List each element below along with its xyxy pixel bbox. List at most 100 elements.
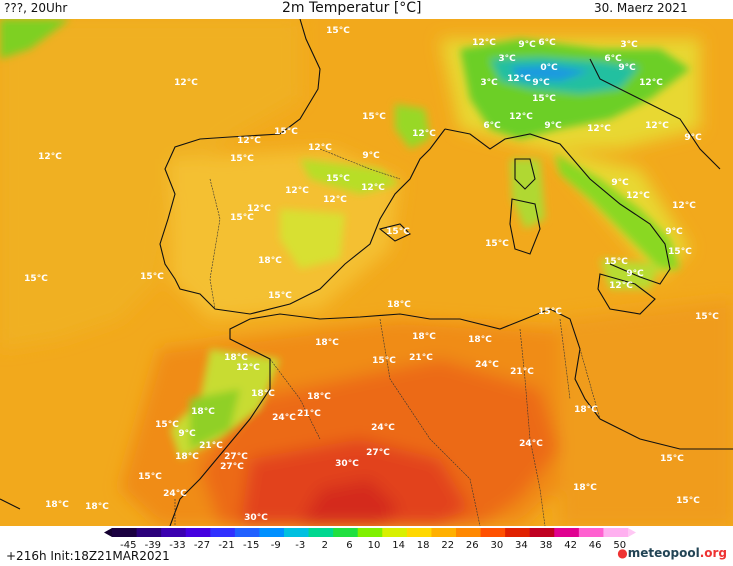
temperature-label: 9°C: [362, 151, 380, 161]
legend-tick-label: 14: [392, 540, 405, 550]
cold-highlands: [0, 19, 690, 459]
legend-swatch: [357, 528, 383, 537]
temperature-label: 18°C: [468, 335, 492, 345]
temperature-label: 12°C: [308, 143, 332, 153]
temperature-label: 9°C: [178, 429, 196, 439]
temperature-label: 18°C: [573, 483, 597, 493]
temperature-label: 12°C: [472, 38, 496, 48]
legend-swatch: [136, 528, 162, 537]
temperature-label: 12°C: [237, 136, 261, 146]
temperature-label: 18°C: [224, 353, 248, 363]
temperature-label: 15°C: [230, 213, 254, 223]
legend-swatch: [308, 528, 334, 537]
temperature-label: 9°C: [626, 269, 644, 279]
brand-name: meteopool: [627, 546, 700, 560]
temperature-label: 6°C: [538, 38, 556, 48]
temperature-label: 18°C: [574, 405, 598, 415]
temperature-label: 15°C: [326, 174, 350, 184]
temperature-label: 18°C: [45, 500, 69, 510]
temperature-map: 15°C12°C 9°C 6°C 3°C3°C0°C6°C9°C12°C 3°C 12°C…: [0, 19, 733, 526]
valid-date: 30. Maerz 2021: [594, 1, 688, 15]
temperature-label: 3°C: [498, 54, 516, 64]
temperature-label: 18°C: [85, 502, 109, 512]
legend-max-arrow: [628, 528, 636, 537]
legend-tick-label: 22: [441, 540, 454, 550]
temperature-label: 21°C: [510, 367, 534, 377]
temperature-label: 21°C: [409, 353, 433, 363]
temperature-label: 15°C: [155, 420, 179, 430]
temperature-label: 9°C: [684, 133, 702, 143]
legend-swatch: [578, 528, 604, 537]
temperature-label: 21°C: [199, 441, 223, 451]
legend-swatch: [284, 528, 310, 537]
temperature-label: 15°C: [230, 154, 254, 164]
temperature-label: 27°C: [366, 448, 390, 458]
temperature-label: 24°C: [519, 439, 543, 449]
temperature-label: 15°C: [268, 291, 292, 301]
legend-tick-label: 26: [466, 540, 479, 550]
temperature-label: 6°C: [483, 121, 501, 131]
temperature-label: 30°C: [244, 513, 268, 523]
temperature-label: 12°C: [236, 363, 260, 373]
temperature-label: 15°C: [386, 227, 410, 237]
brand-suffix: .org: [699, 546, 727, 560]
temperature-label: 15°C: [676, 496, 700, 506]
temperature-label: 3°C: [480, 78, 498, 88]
legend-tick-label: -15: [243, 540, 259, 550]
temperature-label: 9°C: [611, 178, 629, 188]
legend-tick-label: 46: [589, 540, 602, 550]
temperature-label: 24°C: [371, 423, 395, 433]
temperature-label: 30°C: [335, 459, 359, 469]
temperature-label: 24°C: [272, 413, 296, 423]
temperature-label: 12°C: [645, 121, 669, 131]
temperature-label: 18°C: [387, 300, 411, 310]
temperature-label: 15°C: [372, 356, 396, 366]
temperature-label: 9°C: [518, 40, 536, 50]
temperature-label: 18°C: [251, 389, 275, 399]
header-bar: ???, 20Uhr 2m Temperatur [°C] 30. Maerz …: [0, 0, 733, 20]
legend-tick-label: 38: [540, 540, 553, 550]
legend-tick-label: 30: [490, 540, 503, 550]
legend-tick-label: -45: [120, 540, 136, 550]
temperature-label: 12°C: [507, 74, 531, 84]
temperature-label: 18°C: [315, 338, 339, 348]
temperature-label: 15°C: [140, 272, 164, 282]
legend-tick-label: 6: [346, 540, 352, 550]
temperature-label: 15°C: [532, 94, 556, 104]
temperature-label: 18°C: [307, 392, 331, 402]
temperature-label: 15°C: [138, 472, 162, 482]
temperature-label: 12°C: [609, 281, 633, 291]
temperature-label: 12°C: [672, 201, 696, 211]
temperature-labels: 15°C12°C 9°C 6°C 3°C3°C0°C6°C9°C12°C 3°C 12°C…: [24, 26, 719, 523]
legend-swatch: [333, 528, 359, 537]
temperature-label: 12°C: [174, 78, 198, 88]
legend-tick-label: -9: [271, 540, 281, 550]
temperature-label: 27°C: [224, 452, 248, 462]
temperature-label: 15°C: [538, 307, 562, 317]
temperature-label: 9°C: [665, 227, 683, 237]
temperature-label: 9°C: [532, 78, 550, 88]
temperature-label: 12°C: [361, 183, 385, 193]
legend-tick-label: -27: [194, 540, 210, 550]
temperature-label: 12°C: [639, 78, 663, 88]
legend-min-arrow: [104, 528, 112, 537]
legend-tick-label: 2: [322, 540, 328, 550]
temperature-label: 12°C: [323, 195, 347, 205]
temperature-label: 12°C: [626, 191, 650, 201]
temperature-label: 15°C: [695, 312, 719, 322]
legend-swatch: [259, 528, 285, 537]
temperature-label: 12°C: [38, 152, 62, 162]
legend-swatch: [210, 528, 236, 537]
legend-swatch: [382, 528, 408, 537]
temperature-label: 15°C: [668, 247, 692, 257]
meteopool-logo[interactable]: ●meteopool.org: [617, 546, 727, 560]
temperature-label: 6°C: [604, 54, 622, 64]
run-label: ???, 20Uhr: [4, 1, 68, 15]
temperature-label: 18°C: [258, 256, 282, 266]
map-title: 2m Temperatur [°C]: [282, 0, 422, 16]
temperature-label: 18°C: [191, 407, 215, 417]
temperature-label: 12°C: [509, 112, 533, 122]
country-borders: [174, 148, 601, 526]
legend-swatch: [161, 528, 187, 537]
temperature-label: 9°C: [544, 121, 562, 131]
